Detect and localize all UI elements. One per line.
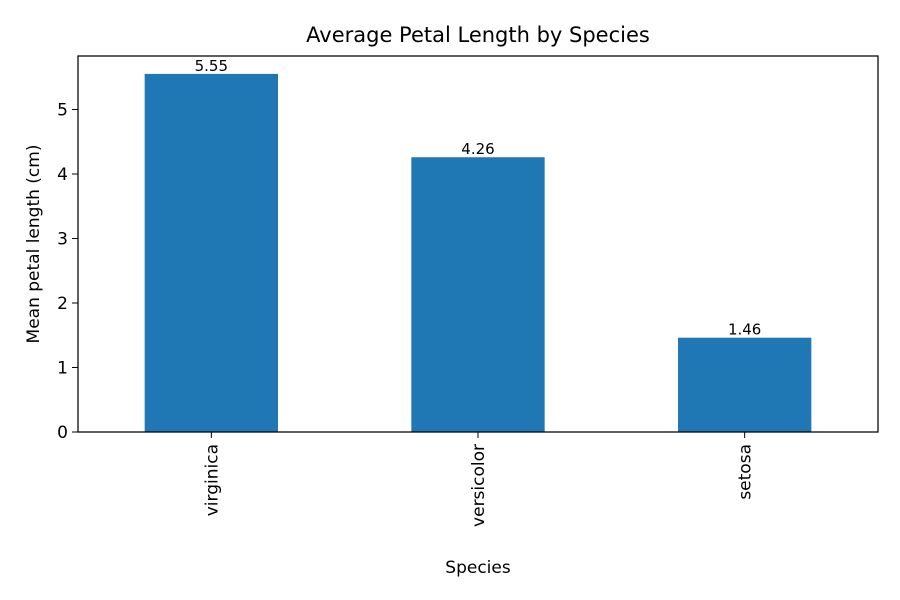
data-label-virginica: 5.55 xyxy=(195,57,228,75)
bar-versicolor xyxy=(411,157,545,432)
y-axis: 0 1 2 3 4 5 xyxy=(57,101,78,443)
y-tick-label-0: 0 xyxy=(57,423,68,443)
x-tick-label-virginica: virginica xyxy=(202,444,222,516)
x-tick-label-versicolor: versicolor xyxy=(469,444,489,527)
x-axis: virginica versicolor setosa xyxy=(202,432,756,527)
data-labels-group: 5.55 4.26 1.46 xyxy=(195,57,762,339)
x-axis-label: Species xyxy=(445,558,511,578)
y-tick-label-5: 5 xyxy=(57,101,68,121)
y-tick-label-1: 1 xyxy=(57,359,68,379)
y-tick-label-2: 2 xyxy=(57,294,68,314)
data-label-setosa: 1.46 xyxy=(728,321,761,339)
y-tick-label-4: 4 xyxy=(57,165,68,185)
x-tick-label-setosa: setosa xyxy=(736,444,756,500)
bar-setosa xyxy=(678,337,812,432)
data-label-versicolor: 4.26 xyxy=(461,140,494,158)
chart-title: Average Petal Length by Species xyxy=(306,23,650,47)
y-axis-label: Mean petal length (cm) xyxy=(24,145,44,344)
bars-group xyxy=(144,73,812,433)
bar-virginica xyxy=(144,73,278,433)
y-tick-label-3: 3 xyxy=(57,230,68,250)
plot-frame xyxy=(77,55,879,433)
